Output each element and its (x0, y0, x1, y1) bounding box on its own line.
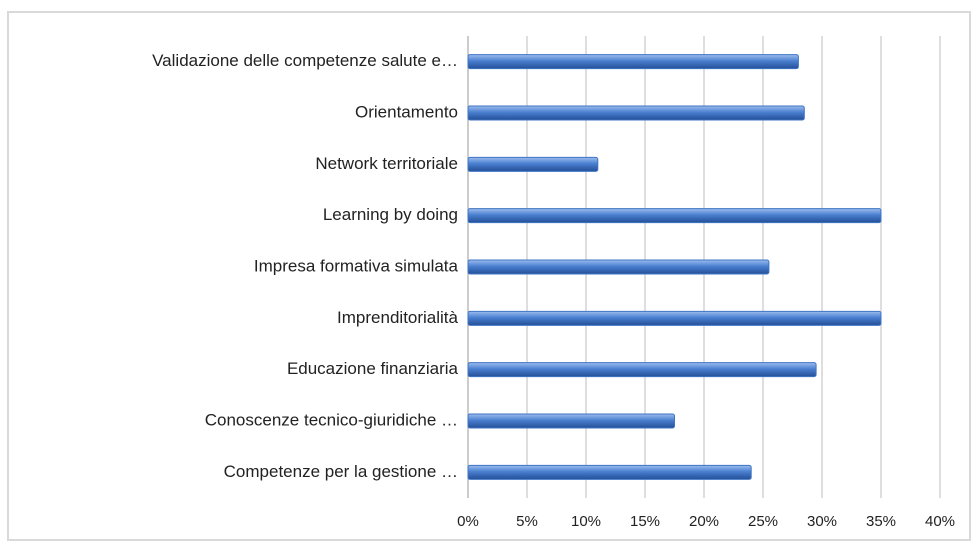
y-tick-label: Imprenditorialità (337, 308, 458, 327)
bar (467, 259, 770, 275)
x-tick-label: 5% (516, 513, 538, 530)
y-tick-label: Learning by doing (323, 205, 458, 224)
x-tick-label: 20% (689, 513, 719, 530)
bar (467, 156, 599, 172)
y-tick-label: Network territoriale (315, 154, 458, 173)
y-tick-label: Conoscenze tecnico-giuridiche … (205, 410, 458, 429)
y-tick-label: Orientamento (355, 102, 458, 121)
x-tick-label: 25% (748, 513, 778, 530)
bar (467, 208, 882, 224)
y-tick-label: Competenze per la gestione … (224, 462, 458, 481)
y-tick-label: Impresa formativa simulata (254, 256, 459, 275)
bar (467, 413, 675, 429)
x-tick-label: 30% (807, 513, 837, 530)
bar (467, 105, 805, 121)
y-tick-label: Validazione delle competenze salute e… (152, 51, 458, 70)
x-tick-label: 10% (571, 513, 601, 530)
bar (467, 310, 882, 326)
x-tick-label: 0% (457, 513, 479, 530)
bar (467, 54, 799, 70)
x-tick-label: 40% (925, 513, 955, 530)
bar (467, 464, 752, 480)
x-tick-label: 35% (866, 513, 896, 530)
bar (467, 362, 817, 378)
y-tick-label: Educazione finanziaria (287, 359, 459, 378)
chart-border (7, 11, 971, 541)
x-tick-label: 15% (630, 513, 660, 530)
